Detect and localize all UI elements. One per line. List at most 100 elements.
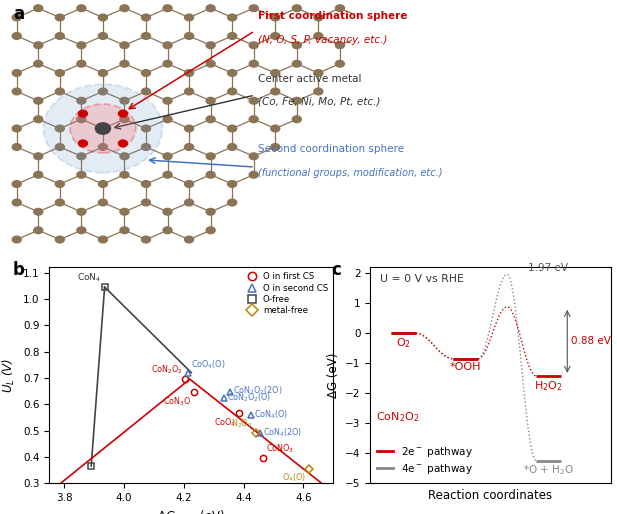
Circle shape (99, 14, 107, 21)
Circle shape (249, 42, 259, 48)
Text: (functional groups, modification, etc.): (functional groups, modification, etc.) (259, 168, 443, 178)
Circle shape (77, 42, 86, 48)
Circle shape (77, 227, 86, 233)
Text: 1.97 eV: 1.97 eV (528, 263, 568, 272)
Circle shape (95, 123, 110, 134)
Circle shape (163, 42, 172, 48)
Text: CoN$_4$(O): CoN$_4$(O) (254, 409, 288, 421)
Circle shape (249, 153, 259, 159)
Text: CoN$_2$O$_2$: CoN$_2$O$_2$ (151, 363, 182, 376)
Circle shape (271, 14, 280, 21)
Circle shape (99, 69, 107, 76)
Circle shape (206, 116, 215, 122)
Circle shape (228, 69, 237, 76)
Circle shape (249, 5, 259, 11)
Circle shape (184, 88, 194, 95)
Circle shape (249, 171, 259, 178)
Text: c: c (332, 261, 342, 279)
Circle shape (314, 33, 323, 40)
Circle shape (336, 42, 344, 48)
Circle shape (336, 60, 344, 67)
Circle shape (163, 171, 172, 178)
Circle shape (249, 60, 259, 67)
Text: U = 0 V vs RHE: U = 0 V vs RHE (380, 274, 464, 284)
Text: N$_2$O$_2$: N$_2$O$_2$ (231, 417, 252, 430)
Text: CoO$_4$(O): CoO$_4$(O) (191, 359, 226, 371)
Circle shape (163, 227, 172, 233)
Circle shape (12, 236, 21, 243)
Text: (Co, Fe, Ni, Mo, Pt, etc.): (Co, Fe, Ni, Mo, Pt, etc.) (259, 97, 381, 106)
Circle shape (70, 104, 136, 153)
Circle shape (141, 88, 151, 95)
Circle shape (34, 116, 43, 122)
Y-axis label: ΔG (eV): ΔG (eV) (326, 353, 339, 398)
Text: CoN$_2$O$_2$(2O): CoN$_2$O$_2$(2O) (233, 385, 283, 397)
Circle shape (34, 171, 43, 178)
X-axis label: $\Delta G_{\cdot OOH}$ (eV): $\Delta G_{\cdot OOH}$ (eV) (157, 508, 225, 514)
Circle shape (99, 33, 107, 40)
Text: Center active metal: Center active metal (259, 74, 362, 83)
Circle shape (206, 97, 215, 104)
Circle shape (314, 14, 323, 21)
Circle shape (34, 97, 43, 104)
Circle shape (34, 5, 43, 11)
Circle shape (99, 125, 107, 132)
Circle shape (206, 171, 215, 178)
Circle shape (56, 180, 64, 188)
Text: *OOH: *OOH (450, 362, 481, 372)
Circle shape (77, 5, 86, 11)
Text: CoN$_4$: CoN$_4$ (77, 271, 102, 284)
Circle shape (34, 60, 43, 67)
Circle shape (77, 97, 86, 104)
Circle shape (141, 236, 151, 243)
Circle shape (99, 199, 107, 206)
Circle shape (56, 14, 64, 21)
Circle shape (120, 5, 129, 11)
X-axis label: Reaction coordinates: Reaction coordinates (428, 489, 553, 502)
Circle shape (184, 125, 194, 132)
Circle shape (228, 180, 237, 188)
Circle shape (184, 14, 194, 21)
Text: CoN$_4$(2O): CoN$_4$(2O) (263, 427, 302, 439)
Circle shape (43, 84, 162, 173)
Circle shape (12, 33, 21, 40)
Circle shape (206, 60, 215, 67)
Circle shape (56, 143, 64, 150)
Circle shape (12, 88, 21, 95)
Circle shape (163, 116, 172, 122)
Circle shape (228, 88, 237, 95)
Circle shape (292, 5, 301, 11)
Text: CoN$_2$O$_2$: CoN$_2$O$_2$ (376, 410, 420, 424)
Circle shape (292, 116, 301, 122)
Circle shape (12, 14, 21, 21)
Circle shape (120, 153, 129, 159)
Circle shape (34, 227, 43, 233)
Circle shape (12, 143, 21, 150)
Circle shape (120, 60, 129, 67)
Circle shape (77, 60, 86, 67)
Circle shape (141, 14, 151, 21)
Circle shape (249, 97, 259, 104)
Circle shape (163, 209, 172, 215)
Circle shape (141, 199, 151, 206)
Circle shape (120, 227, 129, 233)
Text: CoN$_2$O$_2$(O): CoN$_2$O$_2$(O) (227, 391, 271, 404)
Circle shape (12, 69, 21, 76)
Circle shape (336, 5, 344, 11)
Circle shape (184, 180, 194, 188)
Text: *O + H$_2$O: *O + H$_2$O (523, 464, 574, 478)
Circle shape (56, 199, 64, 206)
Circle shape (184, 69, 194, 76)
Text: (N, O, S, P, vacancy, etc.): (N, O, S, P, vacancy, etc.) (259, 34, 387, 45)
Circle shape (78, 140, 88, 146)
Circle shape (292, 60, 301, 67)
Text: 0.88 eV: 0.88 eV (571, 336, 611, 346)
Text: H$_2$O$_2$: H$_2$O$_2$ (534, 379, 563, 393)
Circle shape (357, 14, 366, 21)
Circle shape (99, 180, 107, 188)
Circle shape (77, 171, 86, 178)
Circle shape (12, 180, 21, 188)
Circle shape (34, 209, 43, 215)
Circle shape (77, 116, 86, 122)
Circle shape (206, 5, 215, 11)
